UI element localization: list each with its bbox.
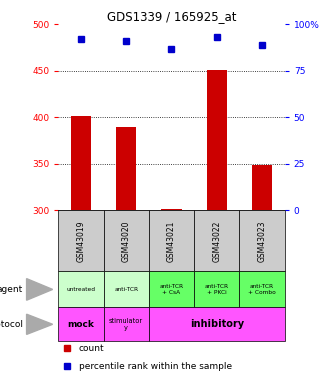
Bar <box>239 272 285 308</box>
Bar <box>239 210 285 272</box>
Text: GSM43021: GSM43021 <box>167 220 176 262</box>
Bar <box>58 272 104 308</box>
Bar <box>149 308 285 341</box>
Text: count: count <box>79 344 104 353</box>
Text: stimulator
y: stimulator y <box>109 318 143 330</box>
Text: GSM43019: GSM43019 <box>76 220 86 262</box>
Bar <box>71 116 91 210</box>
Bar <box>104 210 149 272</box>
Bar <box>104 272 149 308</box>
Text: anti-TCR
+ Combo: anti-TCR + Combo <box>248 284 276 295</box>
Bar <box>252 165 272 210</box>
Text: inhibitory: inhibitory <box>190 319 244 329</box>
Text: percentile rank within the sample: percentile rank within the sample <box>79 362 232 370</box>
Bar <box>116 127 137 210</box>
Bar <box>149 210 194 272</box>
Bar <box>206 70 227 210</box>
Text: anti-TCR: anti-TCR <box>114 287 138 292</box>
Text: GSM43022: GSM43022 <box>212 220 221 262</box>
Bar <box>104 308 149 341</box>
Text: agent: agent <box>0 285 23 294</box>
Polygon shape <box>27 279 53 300</box>
Text: anti-TCR
+ CsA: anti-TCR + CsA <box>160 284 183 295</box>
Title: GDS1339 / 165925_at: GDS1339 / 165925_at <box>107 10 236 23</box>
Bar <box>149 272 194 308</box>
Text: GSM43023: GSM43023 <box>257 220 267 262</box>
Text: untreated: untreated <box>66 287 96 292</box>
Text: mock: mock <box>68 320 94 329</box>
Bar <box>58 308 104 341</box>
Bar <box>194 210 239 272</box>
Bar <box>58 210 104 272</box>
Bar <box>194 272 239 308</box>
Text: protocol: protocol <box>0 320 23 329</box>
Text: GSM43020: GSM43020 <box>122 220 131 262</box>
Bar <box>161 209 182 210</box>
Text: anti-TCR
+ PKCi: anti-TCR + PKCi <box>205 284 229 295</box>
Polygon shape <box>27 314 53 334</box>
